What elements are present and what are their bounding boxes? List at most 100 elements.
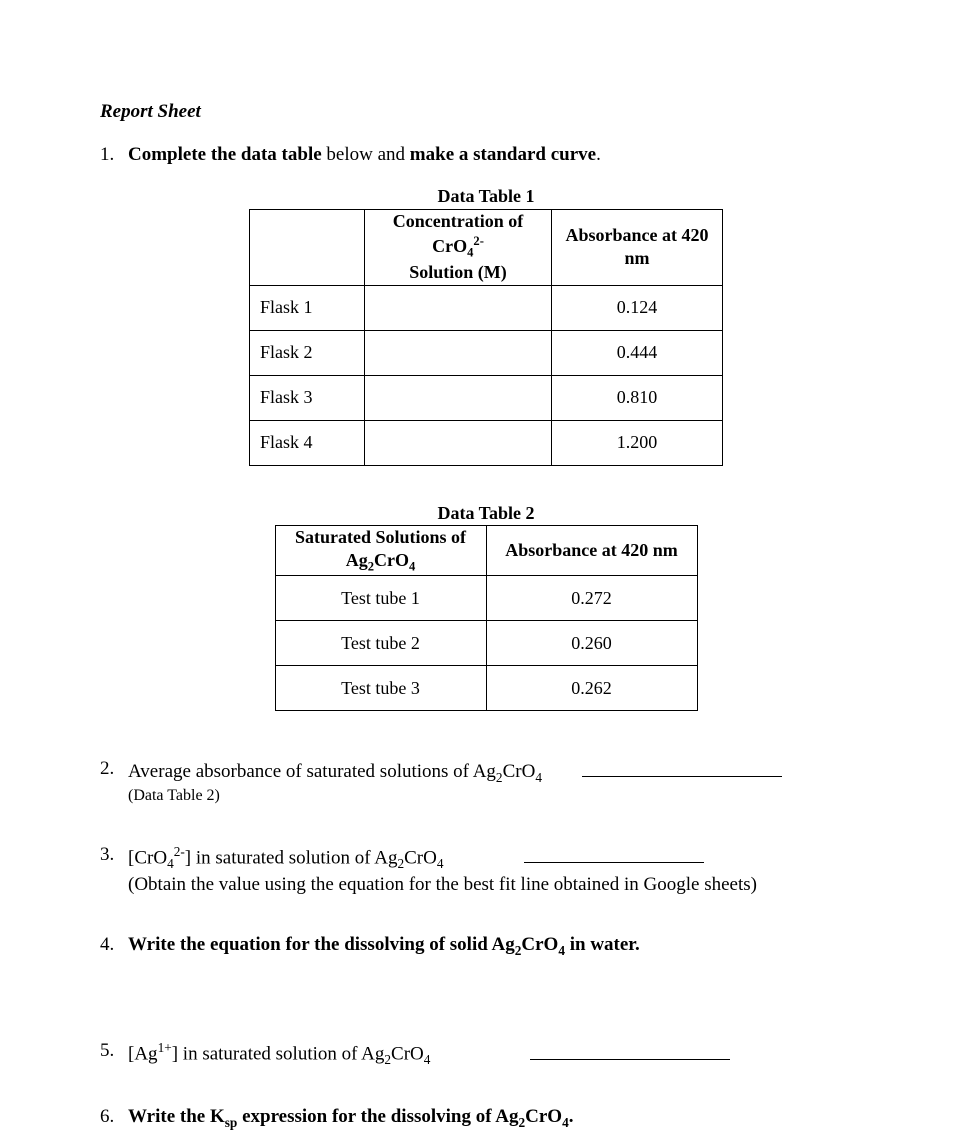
table-row: Concentration of CrO42- Solution (M) Abs… — [250, 209, 723, 285]
question-2: 2. Average absorbance of saturated solut… — [100, 757, 872, 807]
q6-text-a: Write the K — [128, 1106, 225, 1127]
table-row: Flask 4 1.200 — [250, 420, 723, 465]
q5-sub-c: 4 — [424, 1052, 431, 1067]
q2-text-a: Average absorbance of saturated solution… — [128, 761, 496, 782]
table-row: Flask 3 0.810 — [250, 375, 723, 420]
t1-header-conc-l2: Solution (M) — [409, 262, 507, 282]
q3-note: (Obtain the value using the equation for… — [128, 873, 872, 898]
table1-caption: Data Table 1 — [100, 185, 872, 208]
q1-mid: below and — [322, 144, 410, 165]
q5-text-a: [Ag — [128, 1044, 158, 1065]
q3-sub-c: 4 — [437, 856, 444, 871]
q1-bold-b: make a standard curve — [410, 144, 596, 165]
q3-text-b: ] in saturated solution of Ag — [185, 847, 398, 868]
t2-row-abs: 0.260 — [486, 621, 697, 666]
q3-text-c: CrO — [404, 847, 437, 868]
question-6: 6. Write the Ksp expression for the diss… — [100, 1105, 872, 1131]
q2-sub-a: 2 — [496, 770, 503, 785]
t2-header-sat-l2a: Ag — [346, 550, 368, 570]
t1-row-abs: 0.124 — [552, 285, 723, 330]
t2-row-abs: 0.272 — [486, 576, 697, 621]
q5-sup-a: 1+ — [158, 1040, 172, 1055]
q6-text-b: expression for the dissolving of Ag — [237, 1106, 518, 1127]
q6-text-d: . — [569, 1106, 574, 1127]
q2-body: Average absorbance of saturated solution… — [128, 757, 872, 807]
t1-row-conc — [365, 330, 552, 375]
t2-row-label: Test tube 1 — [275, 576, 486, 621]
q3-number: 3. — [100, 843, 128, 868]
q5-blank[interactable] — [530, 1040, 730, 1060]
q3-sup-a: 2- — [174, 844, 185, 859]
q4-sub-b: 4 — [558, 943, 565, 958]
table-row: Test tube 2 0.260 — [275, 621, 697, 666]
table2-caption: Data Table 2 — [100, 502, 872, 525]
q6-number: 6. — [100, 1105, 128, 1130]
q2-sub-b: 4 — [535, 770, 542, 785]
q4-text: Write the equation for the dissolving of… — [128, 933, 872, 959]
q1-text: Complete the data table below and make a… — [128, 143, 872, 168]
q4-text-a: Write the equation for the dissolving of… — [128, 934, 515, 955]
t2-row-label: Test tube 3 — [275, 666, 486, 711]
t2-header-sat: Saturated Solutions of Ag2CrO4 — [275, 525, 486, 575]
q5-number: 5. — [100, 1039, 128, 1064]
q6-text: Write the Ksp expression for the dissolv… — [128, 1105, 872, 1131]
t1-row-conc — [365, 285, 552, 330]
table-row: Saturated Solutions of Ag2CrO4 Absorbanc… — [275, 525, 697, 575]
data-table-2: Saturated Solutions of Ag2CrO4 Absorbanc… — [275, 525, 698, 711]
report-sheet-page: Report Sheet 1. Complete the data table … — [0, 0, 972, 1131]
q1-end: . — [596, 144, 601, 165]
t2-header-abs: Absorbance at 420 nm — [486, 525, 697, 575]
t1-row-conc — [365, 420, 552, 465]
t1-header-blank — [250, 209, 365, 285]
q5-text-b: ] in saturated solution of Ag — [172, 1044, 385, 1065]
t2-row-label: Test tube 2 — [275, 621, 486, 666]
q2-number: 2. — [100, 757, 128, 782]
t1-row-abs: 1.200 — [552, 420, 723, 465]
q4-text-b: CrO — [521, 934, 558, 955]
q2-blank[interactable] — [582, 757, 782, 777]
question-1: 1. Complete the data table below and mak… — [100, 143, 872, 168]
q3-text: [CrO42-] in saturated solution of Ag2CrO… — [128, 843, 444, 872]
q4-text-c: in water. — [565, 934, 640, 955]
table-row: Flask 2 0.444 — [250, 330, 723, 375]
t1-header-conc-l1: Concentration of CrO — [393, 211, 523, 256]
t2-header-sat-l1: Saturated Solutions of — [295, 527, 466, 547]
t1-row-label: Flask 4 — [250, 420, 365, 465]
q2-note: (Data Table 2) — [128, 786, 872, 807]
question-5: 5. [Ag1+] in saturated solution of Ag2Cr… — [100, 1039, 872, 1068]
t1-header-conc-sup: 2- — [473, 234, 484, 248]
q3-blank[interactable] — [524, 843, 704, 863]
table-row: Flask 1 0.124 — [250, 285, 723, 330]
q2-text-b: CrO — [503, 761, 536, 782]
q1-bold-a: Complete the data table — [128, 144, 322, 165]
q6-text-c: CrO — [525, 1106, 562, 1127]
page-title: Report Sheet — [100, 100, 872, 125]
table-row: Test tube 1 0.272 — [275, 576, 697, 621]
data-table-1: Concentration of CrO42- Solution (M) Abs… — [249, 209, 723, 466]
t2-header-sat-l2b-sub: 4 — [409, 560, 415, 574]
t2-header-sat-l2b: CrO — [374, 550, 409, 570]
t1-row-abs: 0.444 — [552, 330, 723, 375]
t1-row-abs: 0.810 — [552, 375, 723, 420]
t1-row-label: Flask 2 — [250, 330, 365, 375]
t1-header-abs: Absorbance at 420 nm — [552, 209, 723, 285]
t1-header-conc: Concentration of CrO42- Solution (M) — [365, 209, 552, 285]
t1-row-label: Flask 1 — [250, 285, 365, 330]
question-3: 3. [CrO42-] in saturated solution of Ag2… — [100, 843, 872, 897]
questions-block: 2. Average absorbance of saturated solut… — [100, 757, 872, 1131]
q6-sub-a: sp — [225, 1114, 238, 1129]
q3-text-a: [CrO — [128, 847, 167, 868]
q6-sub-b: 2 — [519, 1114, 526, 1129]
q5-body: [Ag1+] in saturated solution of Ag2CrO4 — [128, 1039, 872, 1068]
t2-row-abs: 0.262 — [486, 666, 697, 711]
t1-row-label: Flask 3 — [250, 375, 365, 420]
q5-text: [Ag1+] in saturated solution of Ag2CrO4 — [128, 1039, 430, 1068]
t1-row-conc — [365, 375, 552, 420]
q5-text-c: CrO — [391, 1044, 424, 1065]
q4-number: 4. — [100, 933, 128, 958]
q3-sub-a: 4 — [167, 856, 174, 871]
q3-body: [CrO42-] in saturated solution of Ag2CrO… — [128, 843, 872, 897]
q6-sub-c: 4 — [562, 1114, 569, 1129]
q1-number: 1. — [100, 143, 128, 168]
question-4: 4. Write the equation for the dissolving… — [100, 933, 872, 959]
